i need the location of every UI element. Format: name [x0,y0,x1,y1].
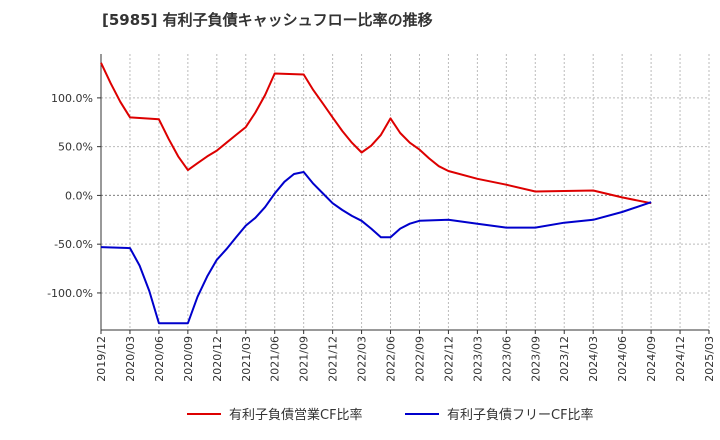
x-tick-label: 2021/12 [327,336,340,382]
x-tick-label: 2023/09 [529,336,542,382]
legend: 有利子負債営業CF比率 有利子負債フリーCF比率 [187,407,594,423]
x-tick-label: 2023/06 [500,336,513,382]
y-tick-label: 50.0% [58,141,93,154]
x-tick-label: 2020/12 [211,336,224,382]
chart-title: [5985] 有利子負債キャッシュフロー比率の推移 [102,11,433,29]
x-tick-label: 2020/03 [124,336,137,382]
x-tick-label: 2024/12 [674,336,687,382]
x-tick-label: 2024/03 [587,336,600,382]
x-tick-label: 2021/09 [298,336,311,382]
series-line-2 [100,171,652,325]
x-tick-label: 2021/06 [269,336,282,382]
x-tick-label: 2023/03 [471,336,484,382]
x-tick-label: 2024/09 [645,336,658,382]
legend-label-2: 有利子負債フリーCF比率 [447,407,594,423]
y-tick-label: 0.0% [65,189,93,202]
x-tick-label: 2021/03 [240,336,253,382]
y-tick-label: -100.0% [47,287,93,300]
x-tick-label: 2025/03 [703,336,716,382]
x-tick-label: 2022/06 [385,336,398,382]
legend-label-1: 有利子負債営業CF比率 [229,407,363,423]
x-tick-label: 2024/06 [616,336,629,382]
x-tick-label: 2020/06 [153,336,166,382]
x-tick-label: 2022/03 [356,336,369,382]
x-tick-label: 2022/12 [442,336,455,382]
y-tick-label: 100.0% [51,92,93,105]
series-line-1 [100,62,652,205]
plot-area: 100.0% 50.0% 0.0% -50.0% -100.0% 2019/12 2020/… [47,54,716,382]
x-tick-label: 2019/12 [95,336,108,382]
x-tick-label: 2020/09 [182,336,195,382]
y-tick-label: -50.0% [54,238,93,251]
x-tick-label: 2022/09 [413,336,426,382]
x-tick-label: 2023/12 [558,336,571,382]
